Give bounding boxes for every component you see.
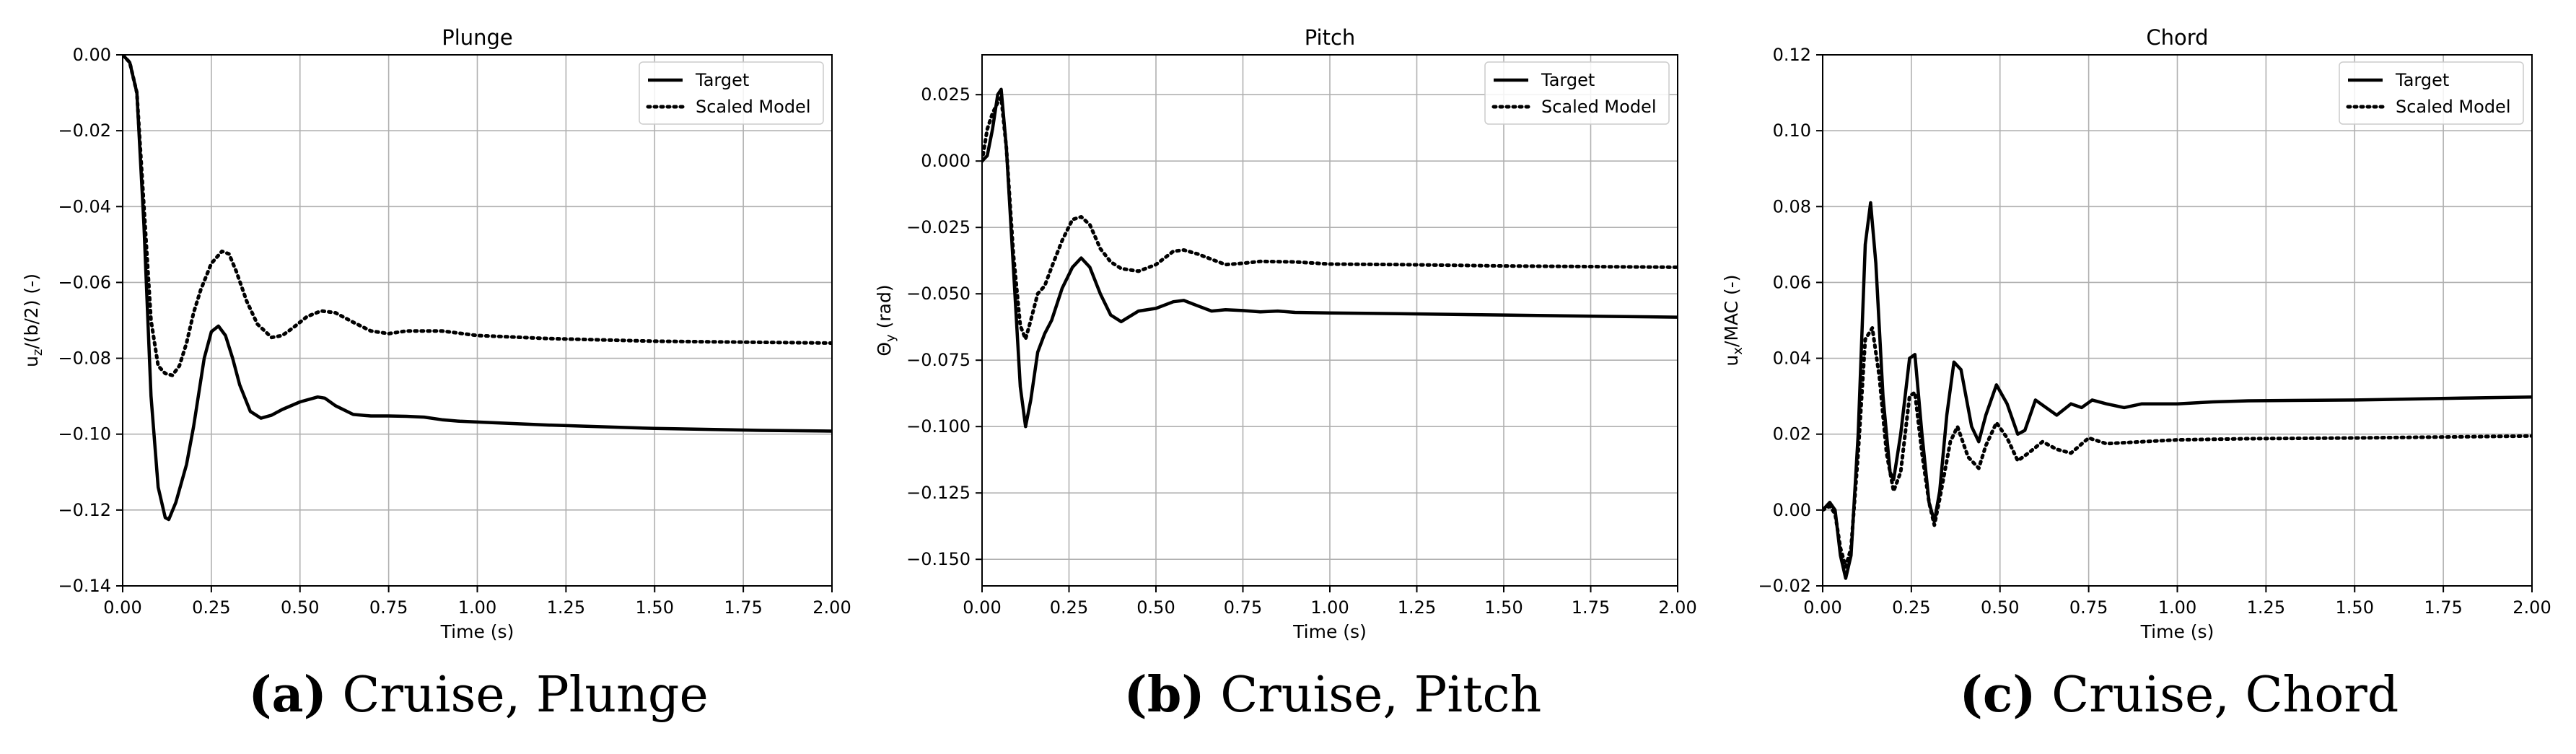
legend-box <box>639 61 824 125</box>
legend-label: Target <box>2395 70 2449 90</box>
x-tick-label: 1.25 <box>1398 597 1436 618</box>
x-tick-label: 0.00 <box>963 597 1001 618</box>
y-tick-label: −0.025 <box>906 217 971 237</box>
y-axis-label: uz/(b/2) (-) <box>21 273 45 367</box>
x-tick-label: 1.50 <box>636 597 674 618</box>
x-axis-label: Time (s) <box>440 621 514 642</box>
x-tick-label: 0.00 <box>103 597 141 618</box>
series-line-target <box>123 55 832 522</box>
y-tick-label: 0.04 <box>1773 348 1811 369</box>
x-tick-label: 2.00 <box>1658 597 1696 618</box>
x-tick-label: 2.00 <box>812 597 851 618</box>
caption-a-letter: a <box>271 666 304 724</box>
y-tick-label: −0.050 <box>906 284 971 304</box>
caption-c: (c) Cruise, Chord <box>1854 662 2504 728</box>
y-tick-label: −0.075 <box>906 350 971 370</box>
x-tick-label: 0.75 <box>369 597 408 618</box>
y-tick-label: −0.08 <box>58 348 111 369</box>
y-tick-label: 0.02 <box>1773 424 1811 444</box>
y-tick-label: −0.04 <box>58 196 111 216</box>
chart-2: 0.00 0.25 0.50 0.75 1.00 1.25 1.50 1.75 2.00 −0.1… <box>874 25 1697 642</box>
x-tick-label: 1.00 <box>458 597 496 618</box>
series-line-scaled-model <box>123 55 832 377</box>
x-tick-label: 1.00 <box>2158 597 2196 618</box>
x-tick-label: 1.50 <box>2336 597 2374 618</box>
x-tick-label: 0.50 <box>1981 597 2019 618</box>
legend-box <box>2339 61 2524 125</box>
x-tick-label: 1.75 <box>1572 597 1610 618</box>
y-axis-label: Θy (rad) <box>874 284 898 356</box>
chart-title: Chord <box>2146 25 2208 50</box>
x-tick-label: 1.25 <box>2247 597 2285 618</box>
caption-a: (a) Cruise, Plunge <box>154 662 803 728</box>
x-tick-label: 0.25 <box>192 597 230 618</box>
x-tick-label: 1.75 <box>724 597 762 618</box>
x-tick-label: 1.00 <box>1310 597 1349 618</box>
x-tick-label: 0.25 <box>1050 597 1088 618</box>
x-tick-label: 1.25 <box>547 597 585 618</box>
y-tick-label: 0.00 <box>1773 500 1811 520</box>
caption-a-tag: (a) <box>248 666 327 724</box>
y-tick-label: 0.000 <box>921 151 971 171</box>
x-tick-label: 0.25 <box>1892 597 1930 618</box>
y-tick-label: 0.06 <box>1773 272 1811 292</box>
caption-b-tag: (b) <box>1123 666 1205 724</box>
y-tick-label: 0.025 <box>921 84 971 105</box>
x-tick-label: 0.00 <box>1803 597 1841 618</box>
x-tick-label: 0.50 <box>281 597 319 618</box>
caption-c-letter: c <box>1982 666 2013 724</box>
x-tick-label: 1.75 <box>2424 597 2462 618</box>
caption-c-text: Cruise, Chord <box>2051 667 2399 724</box>
x-tick-label: 2.00 <box>2513 597 2551 618</box>
legend-label: Scaled Model <box>696 97 811 117</box>
chart-title: Pitch <box>1305 25 1356 50</box>
x-tick-label: 0.75 <box>1224 597 1262 618</box>
caption-b-text: Cruise, Pitch <box>1220 667 1542 724</box>
series-line-scaled-model <box>982 95 1678 341</box>
y-tick-label: −0.06 <box>58 272 111 292</box>
caption-b: (b) Cruise, Pitch <box>1008 662 1657 728</box>
caption-b-letter: b <box>1147 666 1182 724</box>
caption-c-tag: (c) <box>1959 666 2036 724</box>
x-axis-label: Time (s) <box>1292 621 1367 642</box>
y-tick-label: 0.10 <box>1773 120 1811 141</box>
chart-1: 0.00 0.25 0.50 0.75 1.00 1.25 1.50 1.75 2.00 −0.1… <box>21 25 851 642</box>
x-tick-label: 0.50 <box>1136 597 1175 618</box>
x-tick-label: 1.50 <box>1484 597 1523 618</box>
y-tick-label: −0.125 <box>906 483 971 503</box>
series-line-target <box>1823 201 2532 580</box>
y-tick-label: 0.00 <box>73 45 111 65</box>
y-axis-label: ux/MAC (-) <box>1721 274 1745 366</box>
y-tick-label: −0.02 <box>58 120 111 141</box>
legend-label: Target <box>695 70 749 90</box>
chart-3: 0.00 0.25 0.50 0.75 1.00 1.25 1.50 1.75 2.00 −0.0… <box>1721 25 2551 642</box>
y-tick-label: −0.10 <box>58 424 111 444</box>
y-tick-label: −0.02 <box>1758 576 1811 596</box>
y-tick-label: 0.08 <box>1773 196 1811 216</box>
y-tick-label: −0.12 <box>58 500 111 520</box>
chart-title: Plunge <box>442 25 513 50</box>
caption-a-text: Cruise, Plunge <box>342 667 709 724</box>
legend-label: Scaled Model <box>2396 97 2511 117</box>
x-tick-label: 0.75 <box>2069 597 2108 618</box>
y-tick-label: −0.100 <box>906 416 971 437</box>
y-tick-label: 0.12 <box>1773 45 1811 65</box>
y-tick-label: −0.14 <box>58 576 111 596</box>
legend-label: Scaled Model <box>1541 97 1657 117</box>
x-axis-label: Time (s) <box>2140 621 2214 642</box>
y-tick-label: −0.150 <box>906 549 971 569</box>
legend-label: Target <box>1541 70 1595 90</box>
legend-box <box>1484 61 1670 125</box>
series-line-scaled-model <box>1823 326 2532 569</box>
